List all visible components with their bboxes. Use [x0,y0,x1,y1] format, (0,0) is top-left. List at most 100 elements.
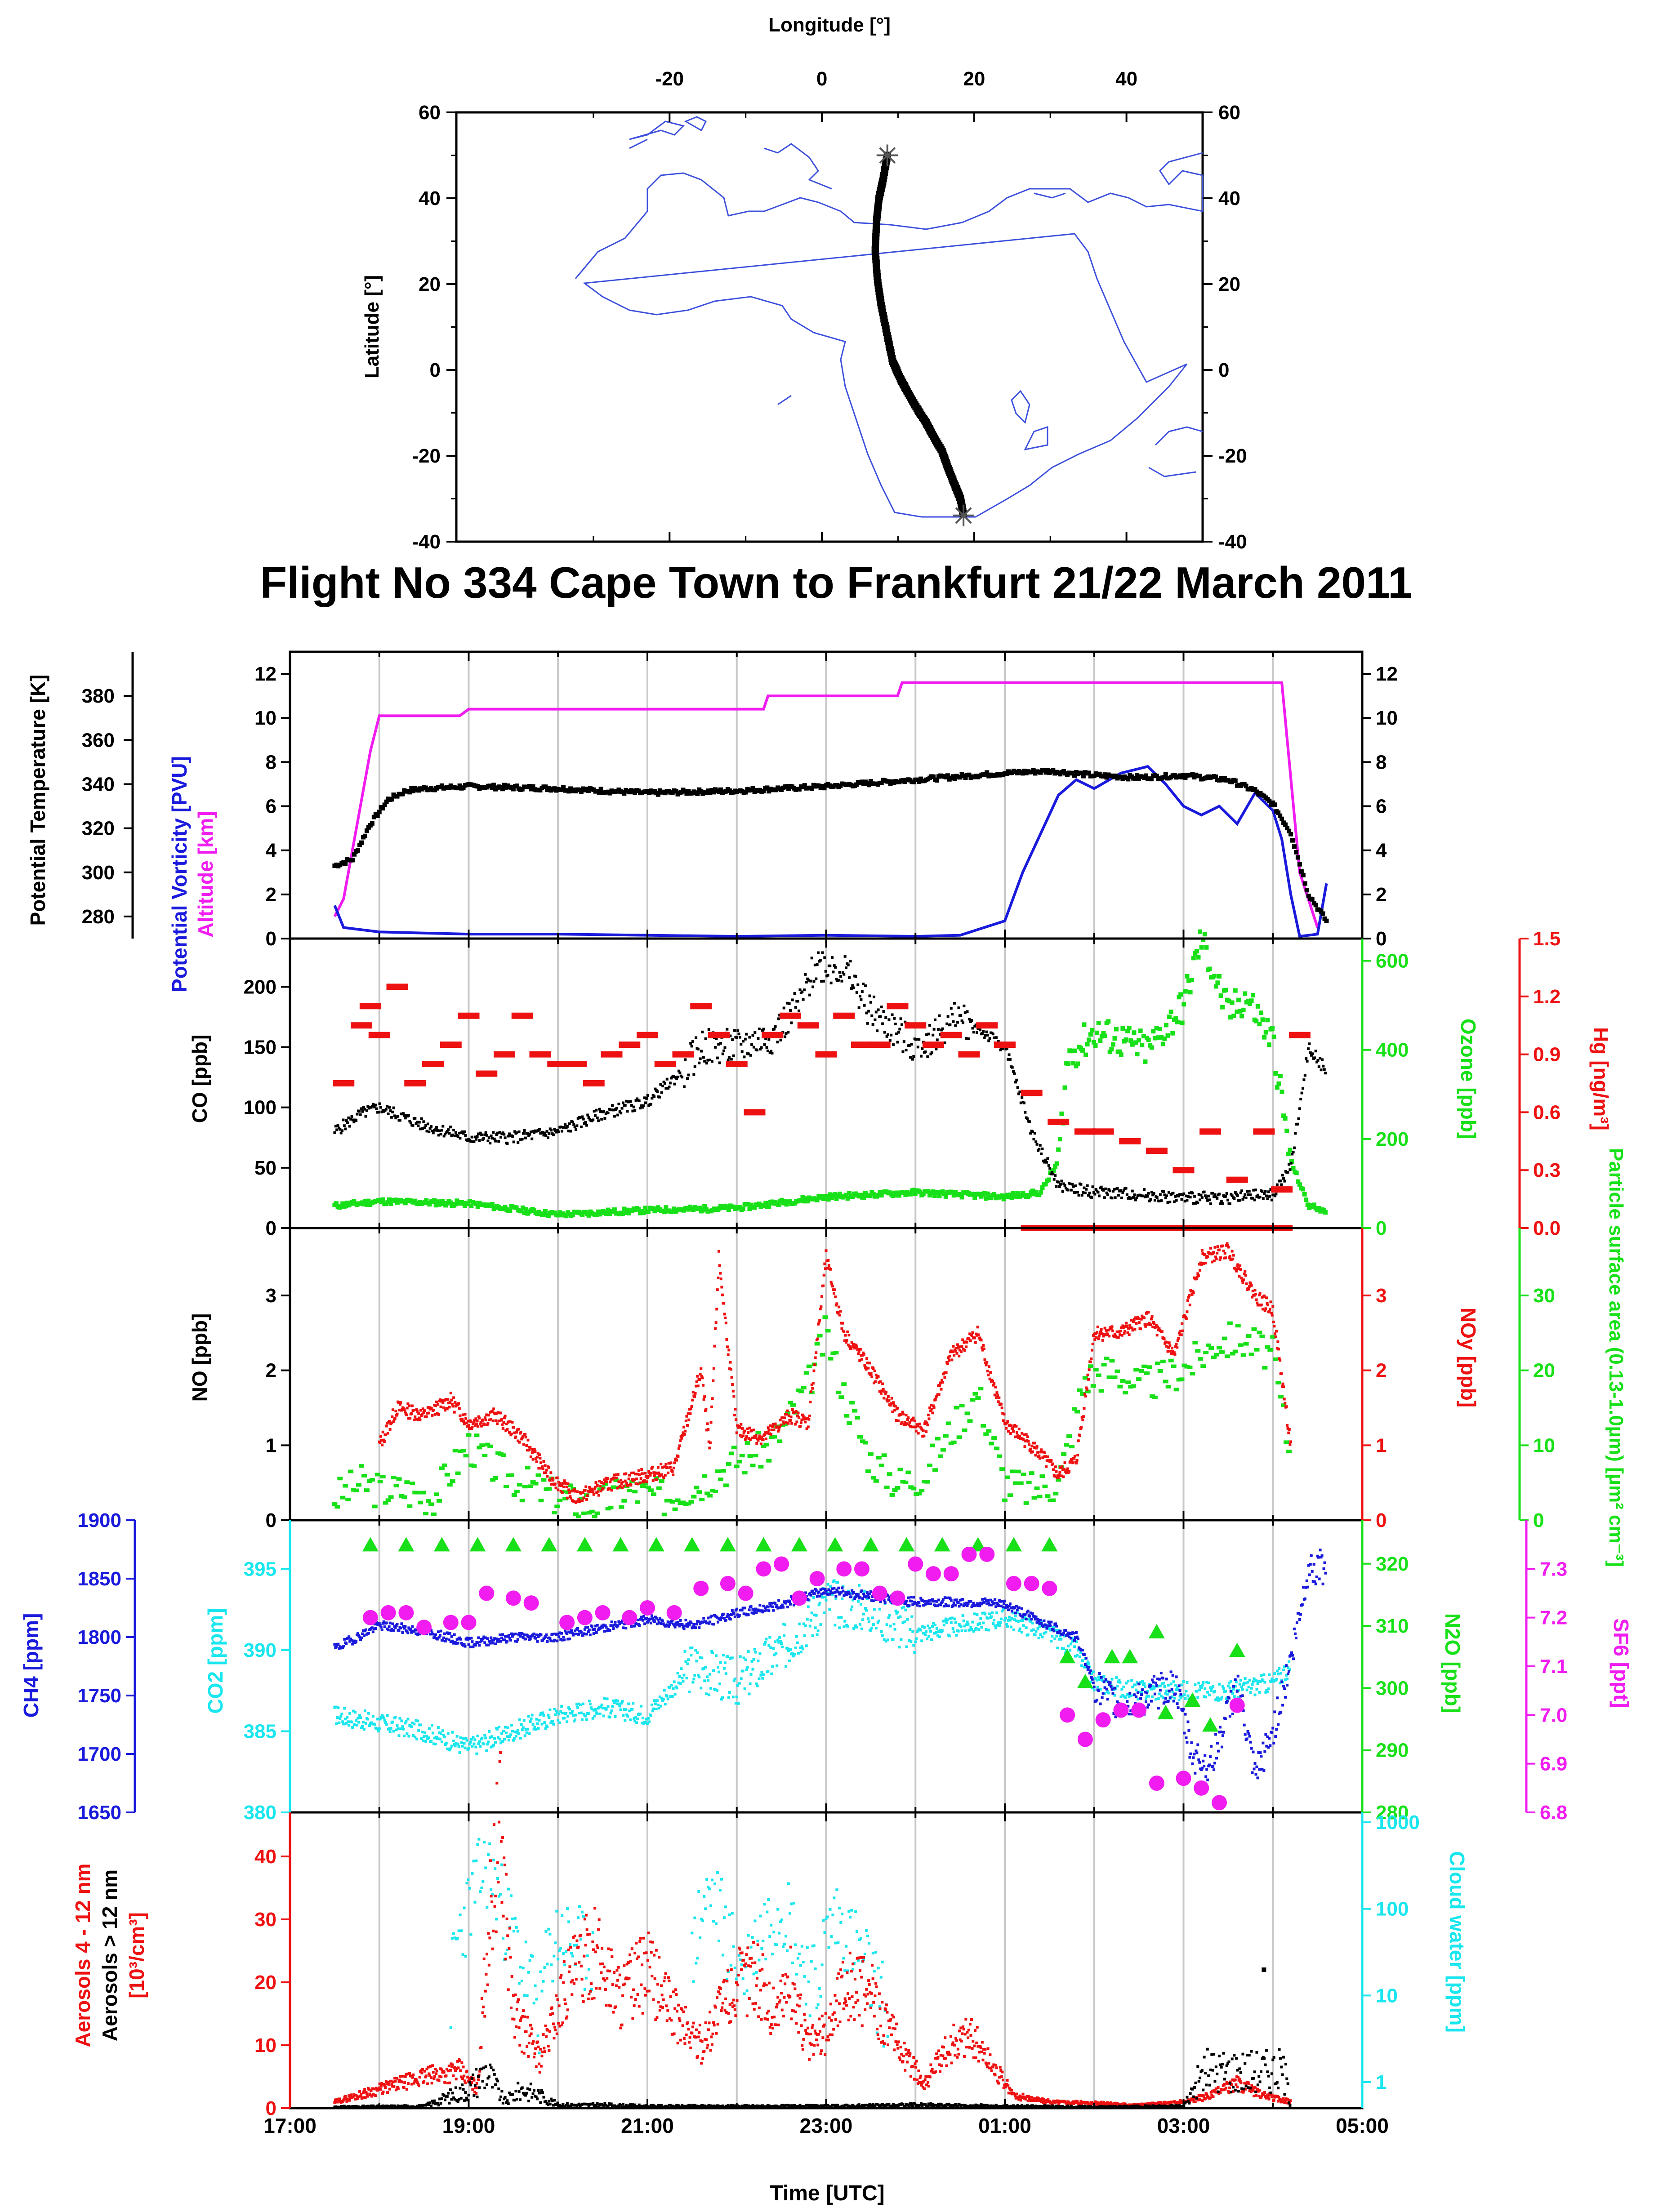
noy-point [524,1433,527,1436]
co-point [424,1124,428,1127]
co-point [760,1046,763,1049]
noy-point [938,1384,941,1387]
co-point [952,1020,955,1023]
particle-point [1165,1384,1171,1389]
co-point [1199,1198,1202,1202]
particle-point [1227,1321,1233,1325]
noy-point [750,1429,753,1432]
noy-point [1185,1317,1188,1320]
co-point [801,990,804,993]
noy-point [473,1424,477,1427]
particle-point [1195,1349,1201,1353]
ozone-point [646,1209,651,1214]
co-point [1168,1201,1172,1204]
ozone-point [1254,1019,1259,1024]
particle-point [940,1448,946,1452]
theta-point [1102,772,1107,777]
co-point [1246,1190,1249,1193]
ozone-point [1180,1020,1185,1025]
particle-point [1144,1371,1150,1375]
noy-point [1102,1335,1105,1338]
noy-point [905,1414,908,1417]
co-point [859,995,862,998]
noy-point [453,1411,456,1414]
noy-point [797,1411,800,1415]
co2-point [694,1649,697,1652]
co-point [1133,1193,1136,1197]
co-point [380,1110,383,1113]
co-point [983,1036,986,1039]
ozone-point [837,1191,842,1196]
noy-point [574,1490,577,1493]
noy-point [544,1464,547,1467]
particle-point [836,1390,842,1394]
noy-point [609,1478,612,1481]
co2-point [1226,1684,1230,1687]
co-point [1043,1161,1046,1164]
ozone-point [897,1193,902,1198]
particle-point [1141,1364,1147,1368]
ch4-point [333,1643,336,1646]
noy-point [1187,1296,1190,1299]
noy-point [605,1480,608,1483]
co2-point [778,1636,781,1639]
co2-point [551,1720,554,1723]
co2-point [1252,1680,1255,1683]
ch4-point [343,1638,346,1641]
co2-point [1249,1691,1252,1694]
co-point [791,998,794,1001]
theta-point [380,806,385,811]
particle-point [870,1476,876,1480]
co2-point [646,1717,650,1720]
co-point [1111,1190,1115,1193]
noy-point [995,1391,999,1394]
noy-point [727,1353,730,1356]
particle-point [1240,1353,1246,1357]
co2-point [656,1704,660,1707]
particle-point [1012,1481,1018,1485]
co-point [821,951,824,954]
co-point [1306,1047,1310,1050]
co-point [584,1121,587,1124]
noy-point [466,1420,469,1423]
noy-point [471,1425,474,1429]
theta-point [1283,822,1288,827]
co2-point [1117,1680,1120,1683]
co2-point [1121,1694,1124,1697]
ozone-point [432,1198,437,1203]
co-point [1281,1174,1284,1177]
ozone-point [1130,1042,1135,1047]
co-point [364,1115,367,1118]
noy-point [557,1488,560,1491]
noy-point [524,1436,527,1439]
co-point [431,1129,434,1132]
particle-point [970,1398,976,1402]
co2-point [522,1719,526,1722]
co2-point [777,1641,780,1644]
particle-point [1018,1481,1024,1485]
co2-point [546,1726,549,1729]
noy-point [932,1404,935,1407]
co-point [843,973,846,976]
noy-point [791,1408,794,1411]
co-point [1082,1191,1085,1194]
ch4-point [399,1626,402,1629]
co-point [1294,1132,1297,1135]
noy-point [756,1438,759,1441]
co2-point [948,1634,951,1638]
noy-point [767,1429,771,1432]
co-point [1236,1194,1239,1197]
noy-point [1177,1337,1180,1340]
noy-point [595,1491,598,1494]
noy-point [934,1398,937,1401]
co-point [835,978,838,981]
co2-point [769,1646,772,1649]
co-point [933,1018,936,1021]
co-point [428,1127,432,1130]
noy-point [621,1481,624,1484]
noy-point [1115,1330,1119,1333]
co2-point [1034,1633,1037,1637]
co2-point [611,1705,614,1708]
theta-point [785,784,789,789]
particle-point [482,1454,488,1458]
